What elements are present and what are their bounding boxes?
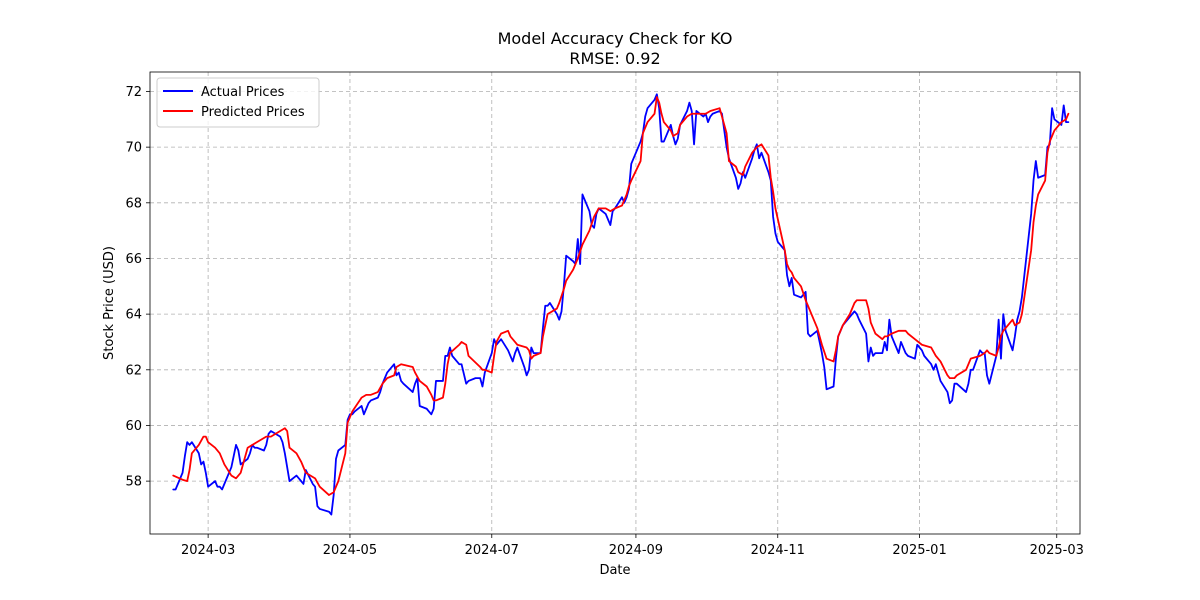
y-tick-label: 62 xyxy=(125,363,142,378)
grid-layer xyxy=(150,72,1080,534)
y-tick-label: 68 xyxy=(125,196,142,211)
legend-box xyxy=(156,77,320,128)
y-tick-label: 58 xyxy=(125,475,142,490)
series-line-actual-prices xyxy=(172,93,1070,516)
legend: Actual Prices Predicted Prices xyxy=(156,77,320,128)
x-axis-label: Date xyxy=(599,563,630,578)
legend-label-predicted: Predicted Prices xyxy=(201,105,305,120)
x-tick-label: 2024-05 xyxy=(323,543,377,558)
y-tick-label: 64 xyxy=(125,308,142,323)
x-tick-label: 2024-11 xyxy=(751,543,805,558)
y-tick-label: 72 xyxy=(125,85,142,100)
chart-title: Model Accuracy Check for KO xyxy=(498,29,733,48)
x-tick-label: 2025-01 xyxy=(892,543,946,558)
legend-label-actual: Actual Prices xyxy=(201,85,285,100)
y-tick-label: 60 xyxy=(125,419,142,434)
x-tick-label: 2025-03 xyxy=(1030,543,1084,558)
y-tick-label: 70 xyxy=(125,141,142,156)
y-tick-label: 66 xyxy=(125,252,142,267)
x-tick-label: 2024-03 xyxy=(181,543,235,558)
y-axis-label: Stock Price (USD) xyxy=(102,246,117,360)
tick-layer: 58 60 62 64 66 68 70 72 2024-03 2024-05 2024-07 202… xyxy=(125,85,1083,558)
series-line-predicted-prices xyxy=(172,96,1070,496)
plot-area-frame xyxy=(149,71,1081,535)
series-layer xyxy=(172,93,1070,516)
chart-subtitle: RMSE: 0.92 xyxy=(569,49,660,68)
x-tick-label: 2024-09 xyxy=(609,543,663,558)
x-tick-label: 2024-07 xyxy=(465,543,519,558)
